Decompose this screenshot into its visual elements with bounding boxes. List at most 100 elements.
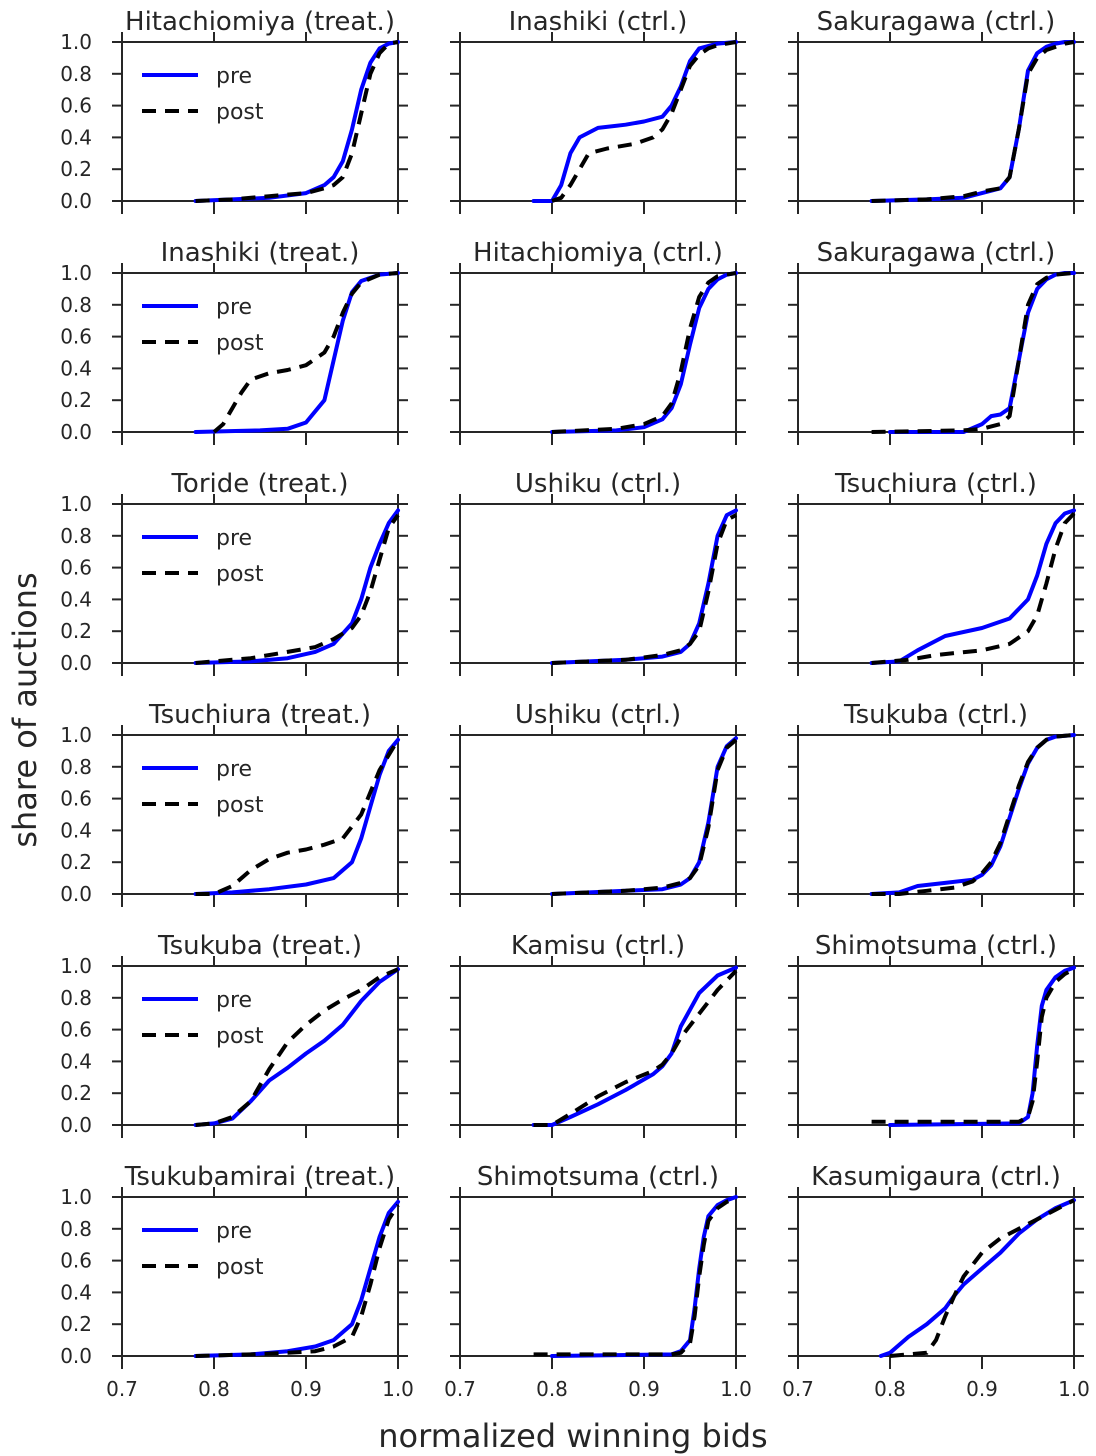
y-tick-label: 0.4 (60, 1280, 92, 1304)
series-line-post (195, 513, 400, 665)
panel-title: Ushiku (ctrl.) (515, 469, 681, 499)
series-line-pre (193, 508, 400, 665)
panel-2: Sakuragawa (ctrl.) (788, 7, 1084, 214)
series-line-post (195, 738, 400, 896)
panel-title: Hitachiomiya (ctrl.) (473, 238, 723, 268)
series-line-post (889, 1198, 1075, 1358)
legend-label: post (216, 1255, 264, 1280)
panel-0: 0.0 0.2 0.4 0.6 0.8 1.0 Hitachiomiya (treat.) p… (60, 7, 408, 214)
x-tick-label: 0.8 (198, 1377, 230, 1401)
y-tick-label: 0.4 (60, 356, 92, 380)
y-tick-label: 0.4 (60, 587, 92, 611)
panel-title: Shimotsuma (ctrl.) (477, 1162, 719, 1192)
series-line-pre (531, 40, 738, 203)
panel-title: Tsukuba (treat.) (157, 931, 362, 961)
x-tick-label: 0.8 (874, 1377, 906, 1401)
legend: pre post (142, 295, 264, 356)
series-line-pre (550, 736, 738, 896)
y-tick-label: 0.8 (60, 1217, 92, 1241)
y-tick-label: 0.0 (60, 882, 92, 906)
y-tick-label: 0.6 (60, 787, 92, 811)
panel-title: Hitachiomiya (treat.) (125, 7, 395, 37)
y-tick-label: 1.0 (60, 30, 92, 54)
panel-title: Sakuragawa (ctrl.) (817, 238, 1056, 268)
panel-12: 0.0 0.2 0.4 0.6 0.8 1.0 Tsukuba (treat.) pre pos… (60, 931, 408, 1138)
panel-title: Kamisu (ctrl.) (511, 931, 685, 961)
x-tick-label: 0.7 (106, 1377, 138, 1401)
y-tick-label: 0.8 (60, 62, 92, 86)
y-tick-label: 0.4 (60, 125, 92, 149)
panel-title: Sakuragawa (ctrl.) (817, 7, 1056, 37)
series-line-post (212, 271, 399, 434)
panel-15: 0.0 0.2 0.4 0.6 0.8 1.0 0.7 0.8 0.9 1.0 Tsukubamir… (60, 1162, 414, 1401)
y-tick-label: 0.2 (60, 850, 92, 874)
x-tick-label: 0.7 (782, 1377, 814, 1401)
panel-11: Tsukuba (ctrl.) (788, 700, 1084, 907)
y-tick-label: 1.0 (60, 723, 92, 747)
series-line-post (871, 271, 1075, 434)
legend-label: pre (216, 526, 252, 551)
legend: pre post (142, 757, 264, 818)
legend-label: post (216, 793, 264, 818)
legend-label: post (216, 1024, 264, 1049)
x-tick-label: 0.9 (290, 1377, 322, 1401)
series-line-pre (878, 1198, 1076, 1358)
panel-3: 0.0 0.2 0.4 0.6 0.8 1.0 Inashiki (treat.) pre po… (60, 238, 408, 445)
y-tick-label: 0.8 (60, 755, 92, 779)
y-tick-label: 0.2 (60, 388, 92, 412)
panel-7: Ushiku (ctrl.) (450, 469, 746, 676)
y-tick-label: 0.6 (60, 325, 92, 349)
y-tick-label: 0.2 (60, 619, 92, 643)
panel-5: Sakuragawa (ctrl.) (788, 238, 1084, 445)
series-line-post (871, 40, 1075, 203)
panel-8: Tsuchiura (ctrl.) (788, 469, 1084, 676)
series-line-pre (550, 271, 738, 434)
legend-label: pre (216, 988, 252, 1013)
y-tick-label: 0.6 (60, 1249, 92, 1273)
series-line-post (195, 40, 399, 203)
y-tick-label: 0.6 (60, 94, 92, 118)
y-tick-label: 0.0 (60, 1113, 92, 1137)
panel-13: Kamisu (ctrl.) (450, 931, 746, 1138)
series-line-post (551, 738, 738, 896)
panel-title: Inashiki (ctrl.) (509, 7, 688, 37)
series-line-pre (888, 271, 1076, 434)
y-tick-label: 0.4 (60, 1049, 92, 1073)
series-line-pre (869, 40, 1076, 203)
x-tick-label: 1.0 (720, 1377, 752, 1401)
series-line-post (195, 967, 399, 1127)
series-line-post (533, 969, 738, 1127)
y-tick-label: 1.0 (60, 492, 92, 516)
y-tick-label: 1.0 (60, 261, 92, 285)
legend: pre post (142, 64, 264, 125)
x-tick-label: 0.9 (628, 1377, 660, 1401)
series-line-post (551, 271, 737, 434)
y-tick-label: 0.6 (60, 1018, 92, 1042)
y-tick-label: 0.8 (60, 986, 92, 1010)
y-tick-label: 0.6 (60, 556, 92, 580)
panel-title: Tsuchiura (treat.) (148, 700, 371, 730)
legend-label: post (216, 562, 264, 587)
panel-title: Kasumigaura (ctrl.) (811, 1162, 1061, 1192)
series-line-pre (869, 508, 1076, 665)
panel-14: Shimotsuma (ctrl.) (788, 931, 1084, 1138)
x-tick-label: 1.0 (382, 1377, 414, 1401)
y-tick-label: 0.2 (60, 1312, 92, 1336)
x-tick-label: 0.7 (444, 1377, 476, 1401)
panel-title: Ushiku (ctrl.) (515, 700, 681, 730)
y-axis-label: share of auctions (6, 572, 44, 847)
panel-6: 0.0 0.2 0.4 0.6 0.8 1.0 Toride (treat.) pre post (60, 469, 408, 676)
legend: pre post (142, 526, 264, 587)
y-tick-label: 0.0 (60, 420, 92, 444)
panel-title: Tsukuba (ctrl.) (843, 700, 1028, 730)
panel-16: 0.7 0.8 0.9 1.0 Shimotsuma (ctrl.) (444, 1162, 752, 1401)
legend-label: post (216, 331, 264, 356)
series-line-post (871, 512, 1076, 665)
panel-4: Hitachiomiya (ctrl.) (450, 238, 746, 445)
legend: pre post (142, 988, 264, 1049)
y-tick-label: 1.0 (60, 1185, 92, 1209)
legend-label: pre (216, 64, 252, 89)
series-line-post (533, 1196, 737, 1357)
